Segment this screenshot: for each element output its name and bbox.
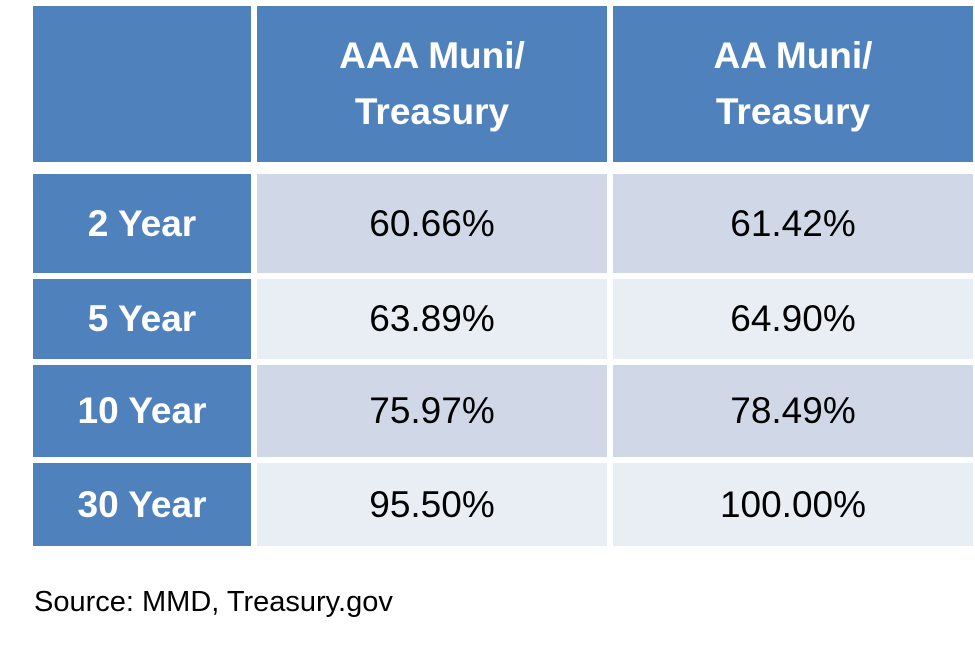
header-aa-line-1: AA Muni/ — [713, 35, 873, 76]
header-aa-line-2: Treasury — [715, 91, 871, 132]
table-cell-30-year-aaa: 95.50% — [257, 463, 607, 546]
header-aa-cell: AA Muni/ Treasury — [613, 6, 973, 162]
row-label-5-year: 5 Year — [33, 279, 251, 359]
header-aaa-line-1: AAA Muni/ — [339, 35, 525, 76]
header-aaa-cell: AAA Muni/ Treasury — [257, 6, 607, 162]
table-cell-2-year-aaa: 60.66% — [257, 174, 607, 273]
header-aaa-line-2: Treasury — [354, 91, 510, 132]
source-note: Source: MMD, Treasury.gov — [34, 586, 393, 618]
table-cell-5-year-aaa: 63.89% — [257, 279, 607, 359]
row-label-2-year: 2 Year — [33, 174, 251, 273]
row-label-30-year: 30 Year — [33, 463, 251, 546]
table-cell-10-year-aaa: 75.97% — [257, 365, 607, 457]
table-cell-10-year-aa: 78.49% — [613, 365, 973, 457]
table-cell-2-year-aa: 61.42% — [613, 174, 973, 273]
row-label-10-year: 10 Year — [33, 365, 251, 457]
ratio-table: AAA Muni/ Treasury AA Muni/ Treasury 2 Y… — [33, 6, 973, 546]
table-cell-5-year-aa: 64.90% — [613, 279, 973, 359]
header-corner-cell — [33, 6, 251, 162]
table-cell-30-year-aa: 100.00% — [613, 463, 973, 546]
